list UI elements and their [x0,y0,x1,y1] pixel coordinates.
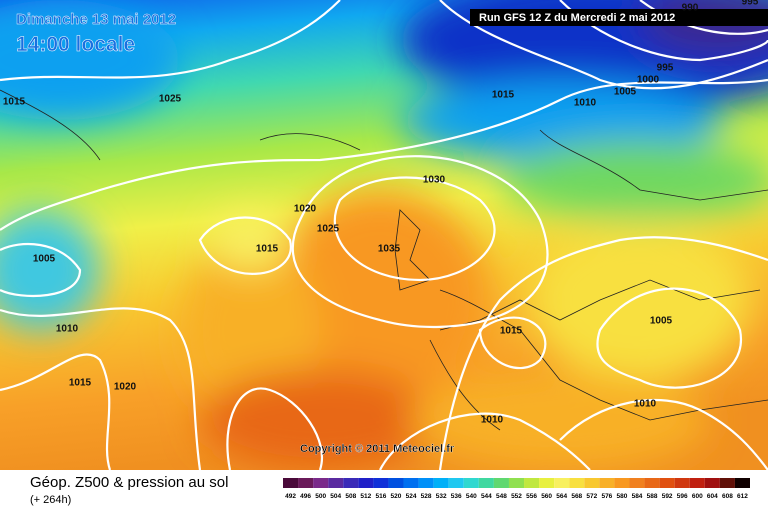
legend-swatch [524,478,540,488]
isobar-label: 1015 [69,378,92,389]
footer [0,470,768,512]
legend-swatch [283,478,299,488]
legend-label: 500 [315,493,326,500]
isobar-label: 995 [657,63,674,74]
legend-swatch [719,478,735,488]
isobar-label: 1035 [378,244,401,255]
legend-label: 516 [375,493,386,500]
isobar-label: 1010 [634,399,657,410]
legend-label: 524 [406,493,417,500]
footer-title: Géop. Z500 & pression au sol [30,474,228,491]
isobar-label: 995 [742,0,759,8]
legend-label: 564 [556,493,567,500]
run-info: Run GFS 12 Z du Mercredi 2 mai 2012 [479,12,675,24]
forecast-date: Dimanche 13 mai 2012 [16,11,176,28]
legend-label: 580 [617,493,628,500]
run-banner [470,9,768,26]
legend-swatch [388,478,404,488]
legend-label: 520 [391,493,402,500]
legend-swatch [343,478,359,488]
forecast-lead: (+ 264h) [30,494,71,506]
legend-swatch [704,478,720,488]
isobar-label: 1005 [614,87,637,98]
isobar-label: 1030 [423,175,446,186]
legend-label: 508 [345,493,356,500]
isobar-label: 1005 [650,316,673,327]
legend-label: 584 [632,493,643,500]
isobar-label: 1025 [159,94,182,105]
legend-swatch [674,478,690,488]
legend-swatch [508,478,525,488]
legend-swatch [689,478,705,488]
isobar-label: 1005 [33,254,56,265]
legend-label: 540 [466,493,477,500]
legend-label: 600 [692,493,703,500]
legend-swatch [554,478,570,488]
legend-label: 528 [421,493,432,500]
isobar-label: 1010 [574,98,597,109]
legend-swatch [659,478,675,488]
legend-swatch [614,478,630,488]
isobar-label: 1010 [56,324,79,335]
legend-swatch [313,478,329,488]
legend-label: 604 [707,493,718,500]
isobars [0,0,768,470]
isobar-label: 990 [682,3,699,14]
legend-label: 560 [541,493,552,500]
legend-label: 556 [526,493,537,500]
legend-swatch [478,478,494,488]
isobar-label: 1010 [481,415,504,426]
isobar-label: 1015 [256,244,279,255]
legend-swatch [298,478,314,488]
legend-swatch [448,478,464,488]
legend-label: 532 [436,493,447,500]
legend-label: 496 [300,493,311,500]
legend-swatch [463,478,479,488]
isobar-label: 1015 [492,90,515,101]
legend-swatch [569,478,585,488]
isobar-label: 1025 [317,224,340,235]
isobar-label: 1020 [114,382,137,393]
legend-swatch [599,478,615,488]
isobar-label: 1015 [3,97,26,108]
legend-swatch [734,478,750,488]
legend-swatch [373,478,389,488]
legend-swatch [433,478,449,488]
legend-label: 492 [285,493,296,500]
legend-swatch [403,478,419,488]
legend-label: 612 [737,493,748,500]
legend-swatch [644,478,660,488]
isobar-label: 1020 [294,204,317,215]
legend-label: 608 [722,493,733,500]
legend-label: 572 [586,493,597,500]
legend-swatch [418,478,434,488]
legend-label: 576 [601,493,612,500]
isobar-label: 1000 [637,75,660,86]
legend-swatch [584,478,600,488]
legend-label: 592 [662,493,673,500]
legend-label: 568 [571,493,582,500]
legend-swatch [629,478,645,488]
legend-label: 512 [360,493,371,500]
forecast-time: 14:00 locale [16,33,135,56]
copyright: Copyright © 2011 Meteociel.fr [300,443,455,455]
legend-label: 596 [677,493,688,500]
legend-label: 588 [647,493,658,500]
legend-swatch [328,478,344,488]
isobar-label: 1015 [500,326,523,337]
legend-label: 548 [496,493,507,500]
legend-label: 504 [330,493,341,500]
legend-label: 536 [451,493,462,500]
legend-swatch [493,478,509,488]
legend-swatch [539,478,555,488]
legend-label: 552 [511,493,522,500]
legend-label: 544 [481,493,492,500]
legend-swatch [358,478,374,488]
